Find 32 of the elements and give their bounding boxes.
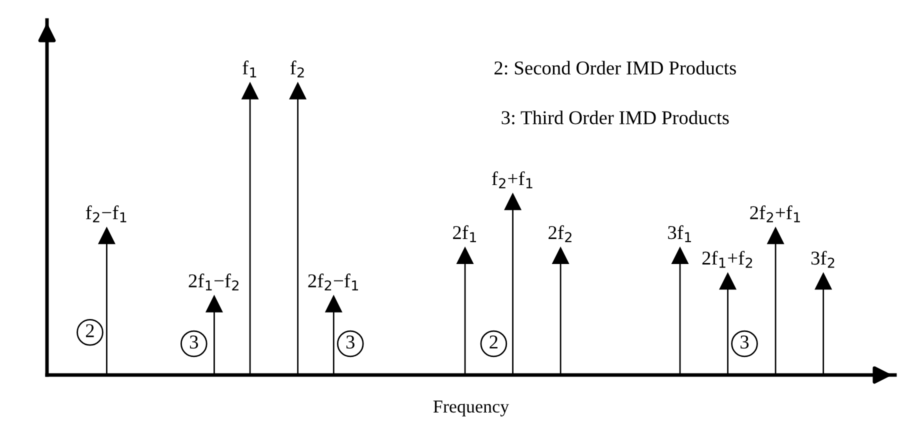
x-tick-label: 3f$_{1}$: [668, 225, 691, 242]
point: [672, 247, 688, 264]
point: [325, 296, 342, 312]
x-tick-label: f$_{2}$+f$_{1}$: [492, 171, 532, 188]
point: [206, 296, 223, 312]
x-tick-label: 2f$_{2}$+f$_{1}$: [750, 205, 800, 222]
annotation: 3: Third Order IMD Products: [502, 110, 729, 124]
x-tick-label: 2f$_{2}$: [548, 225, 572, 242]
point: [815, 272, 832, 290]
annotation: 3: [190, 336, 198, 349]
x-tick-label: 2f$_{1}$−f$_{2}$: [188, 274, 238, 290]
x-axis-title: Frequency: [433, 400, 510, 416]
annotation: 3: [346, 336, 354, 349]
point: [98, 228, 116, 244]
annotation: 3: [740, 336, 749, 349]
point: [289, 82, 306, 100]
point: [719, 272, 736, 290]
x-tick-label: f$_{2}$: [290, 60, 304, 78]
annotation: 2: [490, 336, 498, 348]
point: [504, 193, 522, 210]
text: 2: [86, 324, 94, 338]
point: [767, 228, 784, 244]
point: [552, 247, 569, 264]
x-tick-label: 2f$_{1}$: [453, 225, 476, 242]
x-tick-label: f$_{2}$−f$_{1}$: [86, 205, 126, 222]
point: [456, 247, 474, 264]
point: [242, 82, 258, 100]
text: 2: Second Order IMD Products: [494, 60, 736, 75]
x-tick-label: 2f$_{2}$−f$_{1}$: [308, 274, 358, 290]
x-tick-label: f$_{1}$: [242, 60, 256, 78]
x-tick-label: 3f$_{2}$: [811, 250, 834, 268]
x-tick-label: 2f$_{1}$+f$_{2}$: [702, 250, 752, 268]
